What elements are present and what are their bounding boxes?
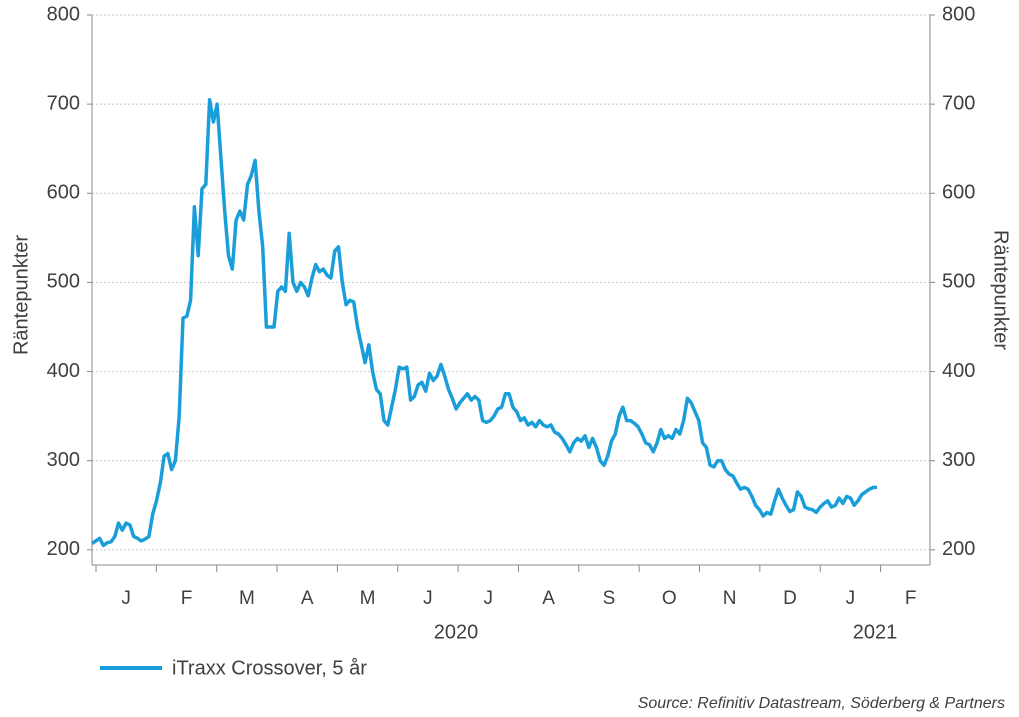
x-tick-label: F bbox=[905, 588, 917, 609]
x-tick-label: F bbox=[181, 588, 193, 609]
x-tick-label: S bbox=[603, 588, 616, 609]
y2-tick-label: 600 bbox=[942, 182, 975, 204]
y2-tick-label: 400 bbox=[942, 360, 975, 382]
source: Source: Refinitiv Datastream, Söderberg … bbox=[638, 695, 1005, 712]
x-tick-label: J bbox=[423, 588, 433, 609]
x-tick-label: D bbox=[783, 588, 797, 609]
x-tick-label: M bbox=[239, 588, 255, 609]
y2-axis-label: Räntepunkter bbox=[990, 230, 1012, 350]
x-tick-label: J bbox=[121, 588, 131, 609]
y-axis-label: Räntepunkter bbox=[10, 235, 32, 355]
year-label: 2020 bbox=[434, 621, 479, 643]
x-tick-label: J bbox=[846, 588, 856, 609]
year-label: 2021 bbox=[853, 621, 898, 643]
y2-tick-label: 700 bbox=[942, 92, 975, 114]
x-tick-label: J bbox=[484, 588, 494, 609]
series-line bbox=[90, 97, 877, 548]
y-tick-label: 300 bbox=[47, 449, 80, 471]
x-tick-label: M bbox=[360, 588, 376, 609]
x-tick-label: N bbox=[723, 588, 737, 609]
y2-tick-label: 300 bbox=[942, 449, 975, 471]
legend-label: iTraxx Crossover, 5 år bbox=[172, 657, 367, 679]
x-tick-label: A bbox=[301, 588, 314, 609]
y-tick-label: 600 bbox=[47, 182, 80, 204]
y-tick-label: 400 bbox=[47, 360, 80, 382]
y-tick-label: 700 bbox=[47, 92, 80, 114]
y2-tick-label: 800 bbox=[942, 3, 975, 25]
y-tick-label: 500 bbox=[47, 271, 80, 293]
y-tick-label: 200 bbox=[47, 538, 80, 560]
y-tick-label: 800 bbox=[47, 3, 80, 25]
y2-tick-label: 200 bbox=[942, 538, 975, 560]
x-tick-label: O bbox=[662, 588, 677, 609]
x-tick-label: A bbox=[542, 588, 555, 609]
y2-tick-label: 500 bbox=[942, 271, 975, 293]
